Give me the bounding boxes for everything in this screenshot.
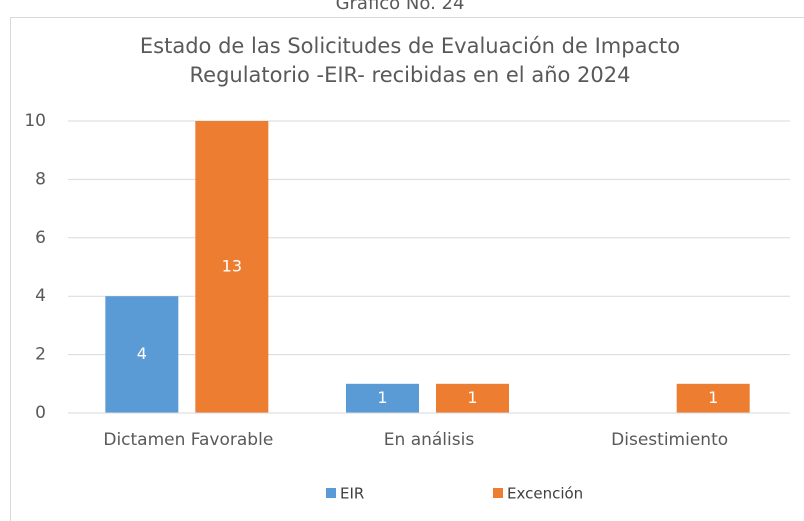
chart-title: Estado de las Solicitudes de Evaluación …	[140, 34, 680, 58]
plot-area	[105, 121, 750, 413]
value-label: 1	[467, 388, 477, 407]
chart-title: Regulatorio -EIR- recibidas en el año 20…	[190, 63, 631, 87]
value-label: 4	[137, 344, 147, 363]
value-label: 1	[377, 388, 387, 407]
legend-label: EIR	[340, 485, 364, 503]
value-label: 1	[708, 388, 718, 407]
value-label: 13	[222, 257, 242, 276]
bar	[676, 383, 750, 413]
x-tick-label: En análisis	[384, 430, 475, 450]
caption: Gráfico No. 24	[336, 0, 465, 14]
bar	[346, 383, 419, 413]
y-tick-label: 6	[35, 228, 46, 248]
x-tick-label: Disestimiento	[611, 430, 728, 450]
chart-border	[10, 17, 804, 521]
y-tick-label: 2	[35, 345, 46, 365]
bar	[195, 121, 269, 413]
legend-label: Excención	[507, 485, 583, 503]
y-tick-label: 0	[35, 403, 46, 423]
y-tick-label: 10	[24, 111, 46, 131]
x-tick-label: Dictamen Favorable	[103, 430, 273, 450]
legend-swatch	[493, 488, 503, 498]
bar	[105, 296, 179, 413]
legend-swatch	[326, 488, 336, 498]
y-tick-label: 4	[35, 286, 46, 306]
y-tick-label: 8	[35, 169, 46, 189]
bar	[436, 383, 509, 413]
